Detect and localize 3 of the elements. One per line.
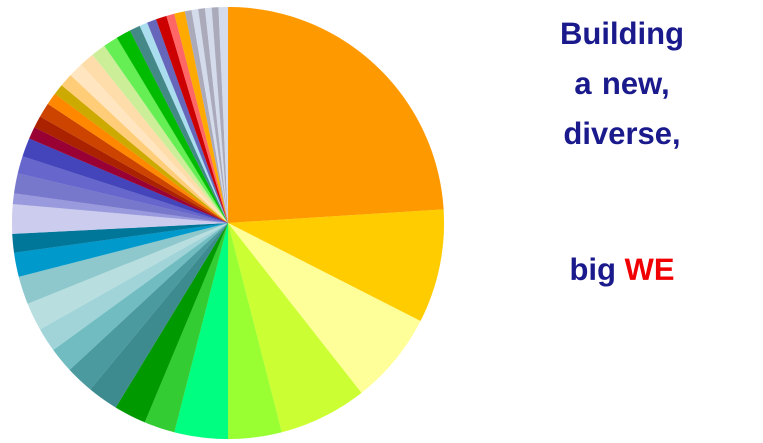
text: WE [624,258,674,280]
text: big [572,257,614,287]
text: Building a new, diverse, [562,22,682,149]
